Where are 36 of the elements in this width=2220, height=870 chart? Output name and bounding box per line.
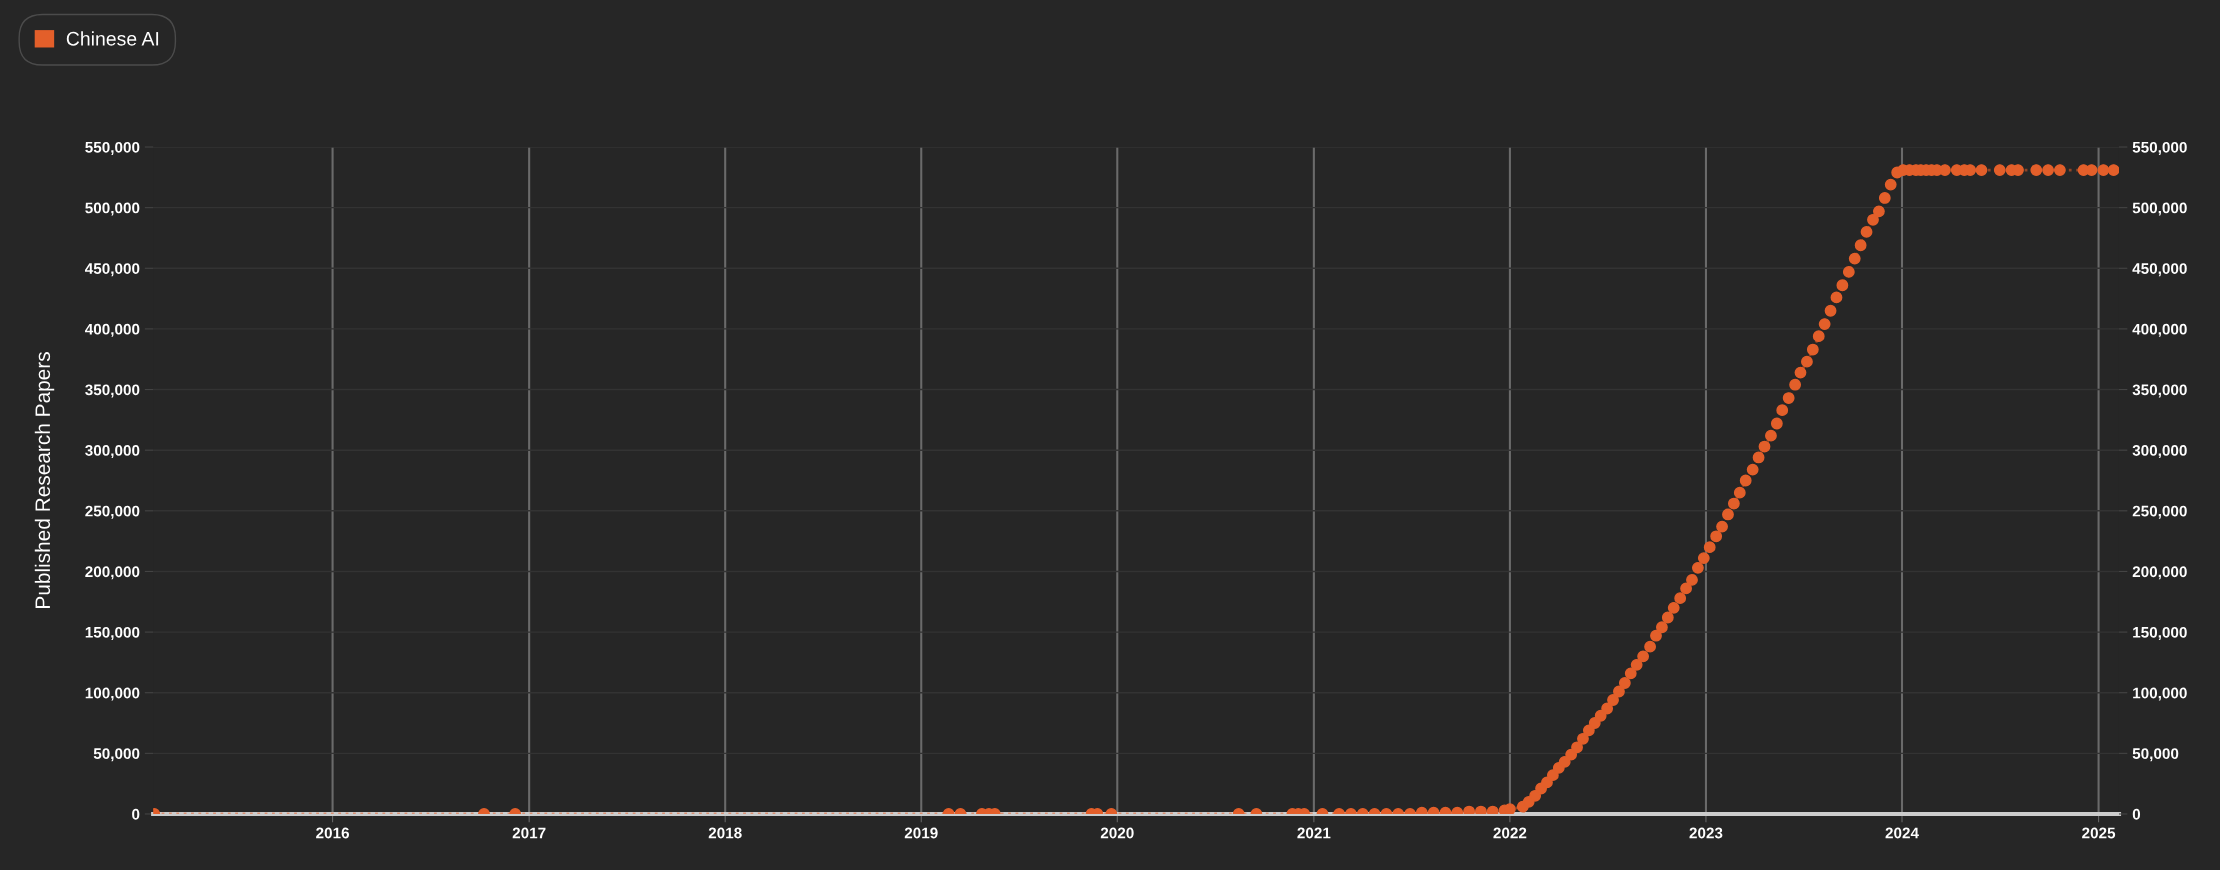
- legend-label: Chinese AI: [66, 31, 159, 46]
- y-tick-label: 350,000: [85, 384, 140, 398]
- y2-tick-label: 150,000: [2133, 626, 2187, 640]
- y-tick-label: 500,000: [85, 202, 140, 216]
- y2-tick-label: 500,000: [2132, 202, 2187, 216]
- y-tick-label: 400,000: [85, 323, 140, 337]
- y-tick-label: 450,000: [85, 263, 140, 277]
- y-tick-label: 0: [132, 808, 140, 820]
- x-tick-label: 2020: [1100, 827, 1134, 839]
- y-tick-label: 550,000: [85, 141, 140, 155]
- x-tick-label: 2021: [1297, 827, 1331, 839]
- y-tick-label: 150,000: [85, 626, 140, 640]
- y2-tick-label: 0: [2132, 808, 2141, 820]
- y-tick-label: 250,000: [85, 505, 140, 519]
- x-tick-label: 2019: [904, 827, 938, 839]
- y-tick-label: 50,000: [93, 748, 140, 762]
- y2-tick-label: 50,000: [2132, 748, 2179, 762]
- y-axis-title: Published Research Papers: [34, 352, 55, 608]
- y2-tick-label: 200,000: [2132, 566, 2187, 580]
- x-tick-label: 2023: [1689, 827, 1723, 839]
- x-tick-label: 2025: [2082, 827, 2116, 839]
- y2-tick-label: 350,000: [2132, 384, 2187, 398]
- y2-tick-label: 100,000: [2133, 687, 2187, 701]
- x-tick-label: 2016: [316, 827, 350, 839]
- y-tick-label: 200,000: [85, 566, 140, 580]
- y2-tick-label: 250,000: [2132, 505, 2187, 519]
- y-tick-label: 300,000: [85, 445, 140, 459]
- x-tick-label: 2024: [1885, 827, 1919, 839]
- y2-tick-label: 400,000: [2132, 323, 2187, 337]
- y2-tick-label: 450,000: [2132, 263, 2187, 277]
- y2-tick-label: 300,000: [2132, 445, 2187, 459]
- x-tick-label: 2018: [708, 827, 742, 839]
- y-tick-label: 100,000: [85, 687, 140, 701]
- x-tick-label: 2017: [512, 827, 546, 839]
- y2-tick-label: 550,000: [2132, 141, 2187, 155]
- x-tick-label: 2022: [1493, 827, 1527, 839]
